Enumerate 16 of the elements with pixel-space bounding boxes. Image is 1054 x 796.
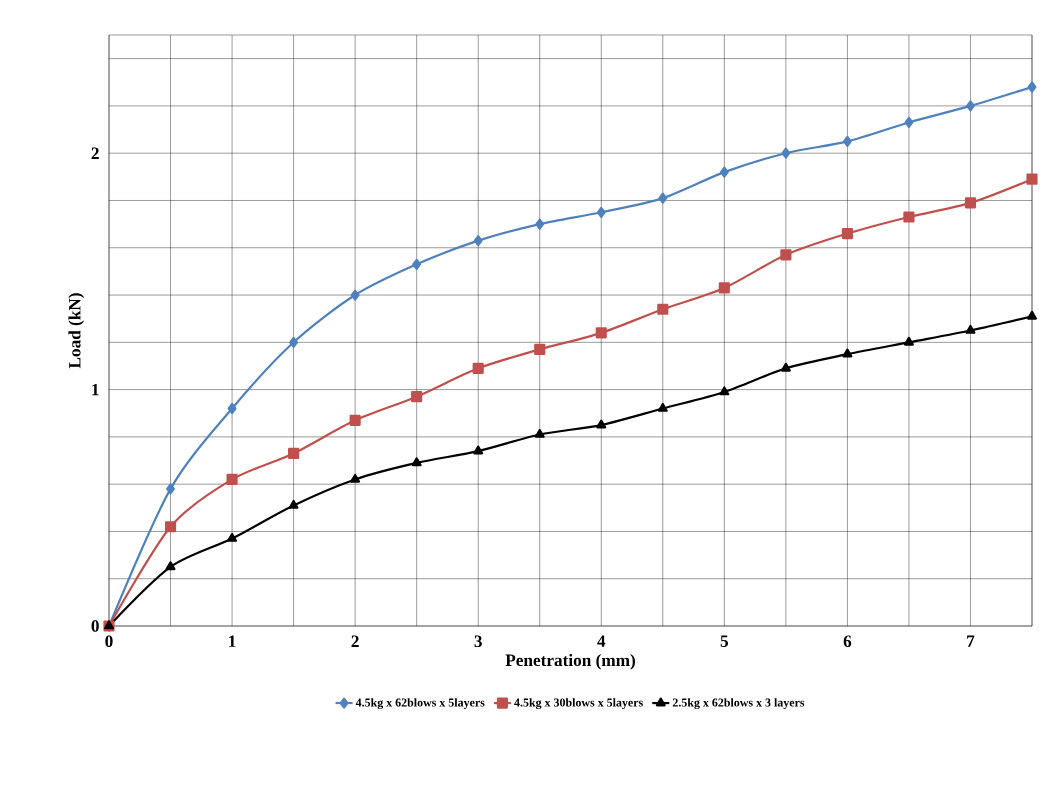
legend-label: 2.5kg x 62blows x 3 layers <box>672 698 805 710</box>
x-axis-title: Penetration (mm) <box>505 653 635 670</box>
x-tick-label: 3 <box>474 635 482 648</box>
x-tick-label: 4 <box>597 635 606 647</box>
x-tick-label: 7 <box>967 635 975 647</box>
y-tick-label: 1 <box>92 383 99 396</box>
y-tick-label: 0 <box>91 620 99 632</box>
y-axis-title: Load (kN) <box>68 293 85 369</box>
x-tick-label: 5 <box>720 635 729 647</box>
x-tick-label: 2 <box>351 635 359 647</box>
x-tick-label: 0 <box>105 635 113 648</box>
legend-label: 4.5kg x 30blows x 5layers <box>514 698 643 710</box>
x-tick-label: 6 <box>843 635 852 648</box>
y-tick-label: 2 <box>91 147 99 159</box>
legend-label: 4.5kg x 62blows x 5layers <box>355 698 485 710</box>
x-tick-label: 1 <box>229 635 236 647</box>
